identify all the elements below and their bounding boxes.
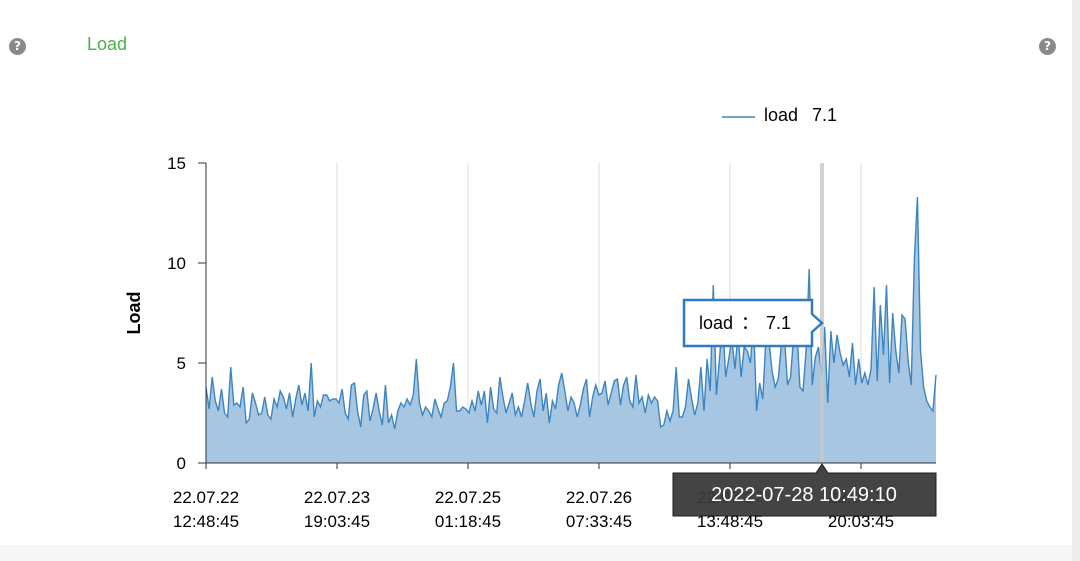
load-chart: 22.07.22 12:48:45 22.07.23 19:03:45 22.07.25… <box>124 105 937 531</box>
tooltip-series-label: load <box>699 313 733 333</box>
x-tick-label-date: 22.07.26 <box>566 488 632 507</box>
tooltip-separator: ： <box>741 313 759 333</box>
legend-series-value: 7.1 <box>812 105 837 125</box>
legend-series-name: load <box>764 105 798 125</box>
x-axis-crosshair-label: 2022-07-28 10:49:10 <box>672 463 937 517</box>
x-tick-label-time: 13:48:45 <box>697 512 763 531</box>
tooltip-value: 7.1 <box>766 313 791 333</box>
question-circle-icon[interactable]: ? <box>9 38 26 55</box>
x-tip-label: 2022-07-28 10:49:10 <box>711 484 897 506</box>
y-tick-label: 5 <box>177 354 186 373</box>
x-tick-label-time: 01:18:45 <box>435 512 501 531</box>
x-tick-label-time: 12:48:45 <box>173 512 239 531</box>
x-tick-label-date: 22.07.22 <box>173 488 239 507</box>
load-area <box>206 197 936 463</box>
question-circle-icon[interactable]: ? <box>1039 38 1056 55</box>
x-tick-label-time: 20:03:45 <box>828 512 894 531</box>
scrollbar-track[interactable] <box>1072 0 1080 561</box>
chart-legend[interactable]: load 7.1 <box>722 105 837 125</box>
x-tick-label-time: 19:03:45 <box>304 512 370 531</box>
y-tick-label: 10 <box>167 254 186 273</box>
y-tick-label: 0 <box>177 454 186 473</box>
x-tick-label-date: 22.07.25 <box>435 488 501 507</box>
x-tick-label-date: 22.07.23 <box>304 488 370 507</box>
x-tip-box <box>672 463 937 517</box>
y-tick-label: 15 <box>167 154 186 173</box>
y-axis-title: Load <box>124 292 144 335</box>
x-tick-label-time: 07:33:45 <box>566 512 632 531</box>
value-tooltip: load ： 7.1 <box>682 298 824 348</box>
panel-title: Load <box>87 34 128 54</box>
tooltip-box <box>682 298 824 348</box>
load-series-line[interactable] <box>205 196 937 430</box>
